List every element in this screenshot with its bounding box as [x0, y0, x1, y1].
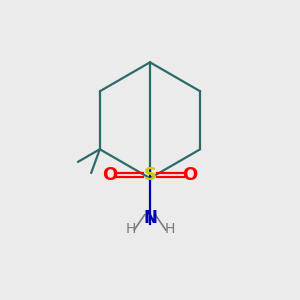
Text: O: O: [182, 166, 198, 184]
Text: N: N: [143, 209, 157, 227]
Text: S: S: [143, 166, 157, 184]
Text: O: O: [102, 166, 118, 184]
Text: H: H: [125, 222, 136, 236]
Text: H: H: [164, 222, 175, 236]
